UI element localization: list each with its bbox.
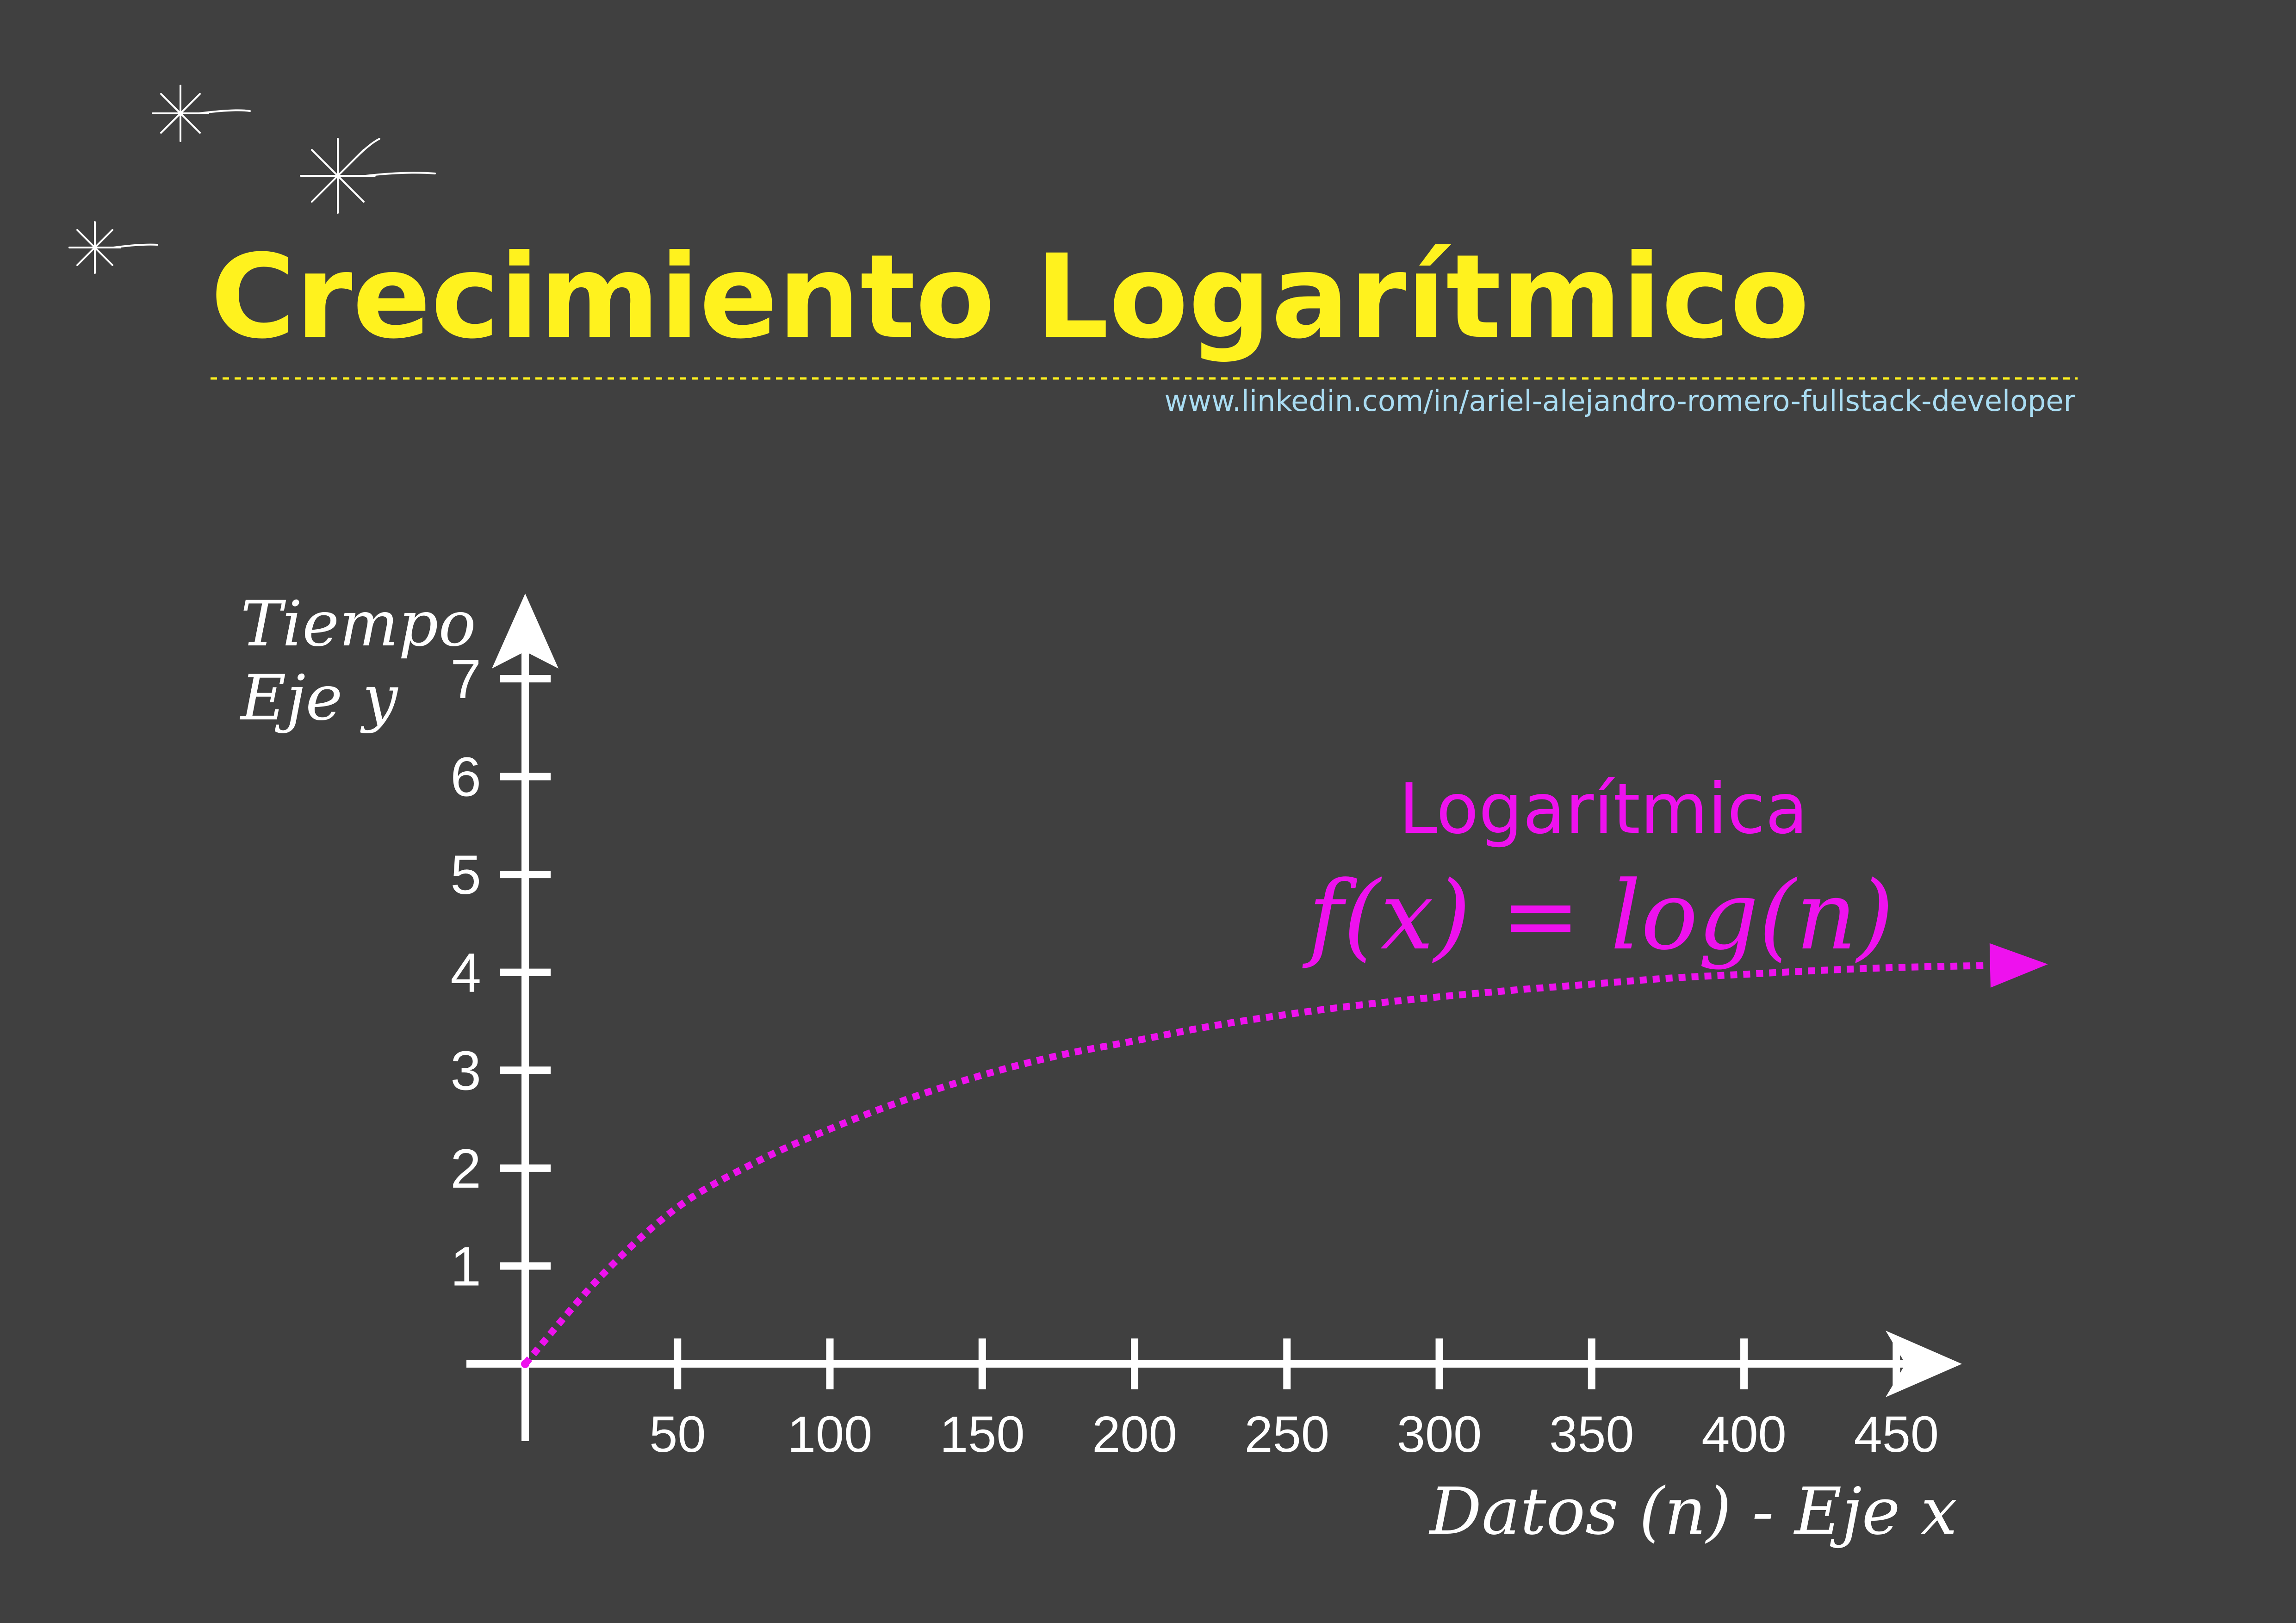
x-tick-label: 100 [788,1406,873,1463]
y-tick-label: 4 [450,942,481,1004]
sparkle-icon [300,138,436,214]
x-ticks: 50 100 150 200 250 300 350 400 450 [649,1338,1939,1463]
series-layer [521,943,2048,1368]
y-tick-label: 2 [450,1138,481,1200]
sparkle-icon [152,85,251,142]
x-tick-label: 350 [1549,1406,1634,1463]
x-tick-label: 150 [940,1406,1025,1463]
x-tick-label: 300 [1397,1406,1482,1463]
y-axis-label-line-2: Eje y [239,662,398,734]
y-tick-label: 5 [450,844,481,906]
linkedin-url: www.linkedin.com/in/ariel-alejandro-rome… [1165,384,2076,418]
x-tick-label: 200 [1092,1406,1177,1463]
x-tick-label: 250 [1245,1406,1330,1463]
x-tick-label: 50 [649,1406,706,1463]
y-tick-label: 6 [450,746,481,808]
x-tick-label: 450 [1854,1406,1939,1463]
page-title: Crecimiento Logarítmico [211,229,1810,364]
series-label: Logarítmica [1399,769,1808,849]
y-tick-label: 3 [450,1040,481,1102]
sparkle-icon [68,221,158,274]
y-tick-label: 7 [450,648,481,710]
series-start-point [521,1360,529,1368]
y-axis-arrow [492,594,558,669]
x-tick-label: 400 [1701,1406,1787,1463]
series-arrowhead [1989,943,2048,988]
axes [466,594,1962,1441]
x-axis-label: Datos (n) - Eje x [1428,1474,1957,1549]
x-axis-arrow [1886,1331,1962,1397]
y-tick-label: 1 [450,1235,481,1297]
y-axis-label-line-1: Tiempo [241,588,476,660]
series-formula: f(x) = log(n) [1302,861,1894,971]
y-ticks: 1 2 3 4 5 6 7 [450,648,551,1297]
series-line-0 [522,962,1988,1366]
